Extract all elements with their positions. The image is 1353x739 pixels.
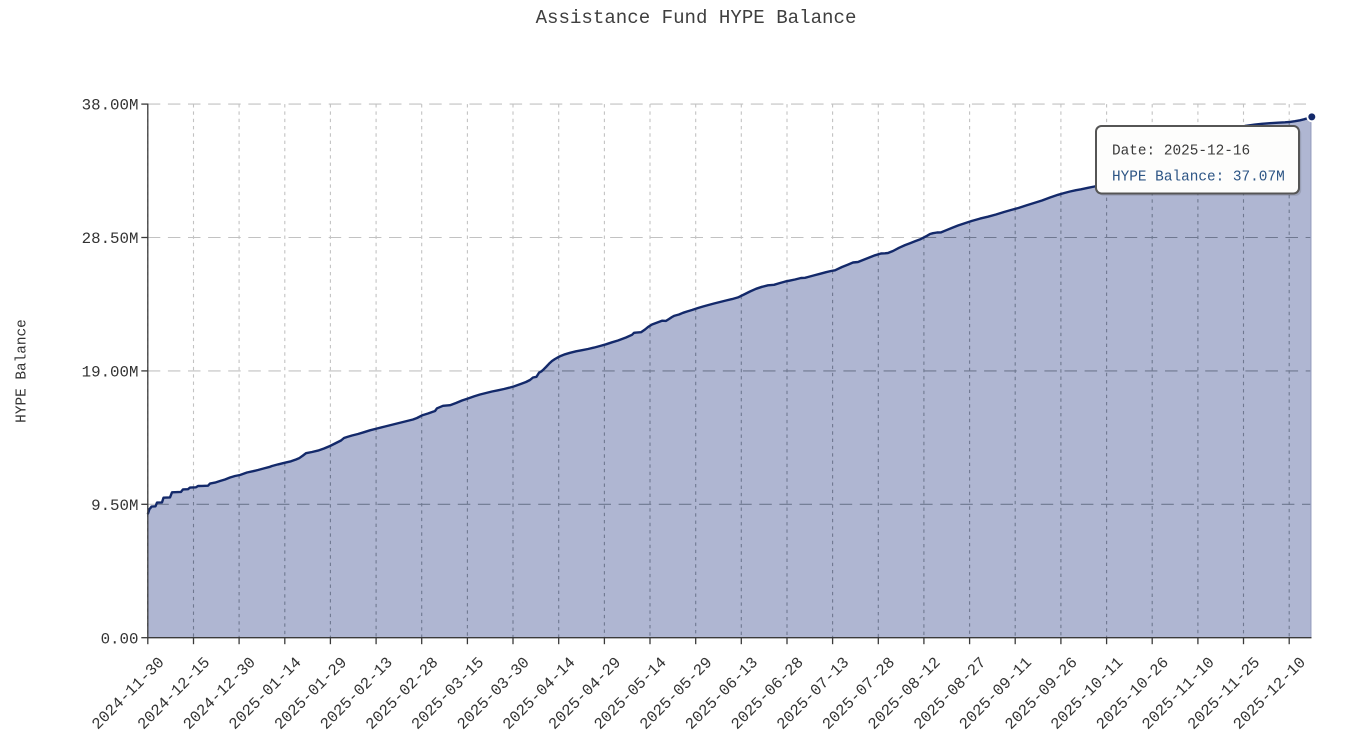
svg-text:HYPE Balance: 37.07M: HYPE Balance: 37.07M [1112, 169, 1285, 185]
svg-text:HYPE Balance: HYPE Balance [15, 319, 31, 423]
svg-text:28.50M: 28.50M [82, 230, 139, 248]
svg-text:Assistance Fund HYPE Balance: Assistance Fund HYPE Balance [536, 7, 857, 29]
svg-text:9.50M: 9.50M [91, 497, 138, 515]
svg-text:Date: 2025-12-16: Date: 2025-12-16 [1112, 144, 1250, 160]
svg-text:19.00M: 19.00M [82, 364, 139, 382]
svg-text:0.00: 0.00 [101, 630, 139, 648]
svg-text:38.00M: 38.00M [82, 97, 139, 115]
